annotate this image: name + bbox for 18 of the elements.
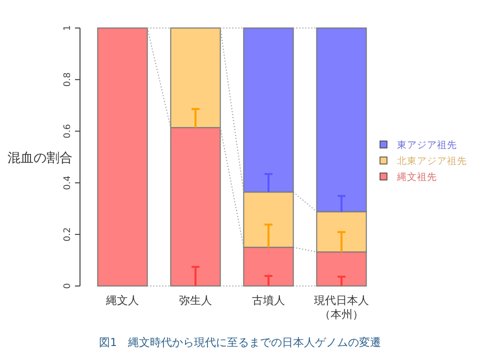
x-tick-label: 現代日本人（本州） [314, 294, 369, 321]
y-tick-label: 0.4 [63, 175, 73, 190]
legend-item: 北東アジア祖先 [380, 156, 467, 167]
y-tick-label: 0.6 [63, 124, 73, 138]
legend-item: 東アジア祖先 [380, 140, 457, 151]
x-tick-label: 縄文人 [105, 294, 139, 307]
bar [97, 28, 148, 286]
x-tick-label: 弥生人 [179, 294, 212, 307]
legend-item: 縄文祖先 [380, 172, 437, 183]
y-tick-label: 1 [63, 25, 73, 31]
y-axis-title: 混血の割合 [8, 151, 72, 166]
legend-label: 東アジア祖先 [397, 139, 457, 151]
y-tick-label: 0.8 [63, 72, 73, 87]
y-tick-label: 0 [63, 282, 73, 289]
y-tick-label: 0.2 [63, 227, 73, 242]
caption: 図1 縄文時代から現代に至るまでの日本人ゲノムの変遷 [99, 336, 381, 349]
legend-label: 北東アジア祖先 [397, 155, 467, 167]
x-tick-label: 古墳人 [252, 294, 285, 307]
